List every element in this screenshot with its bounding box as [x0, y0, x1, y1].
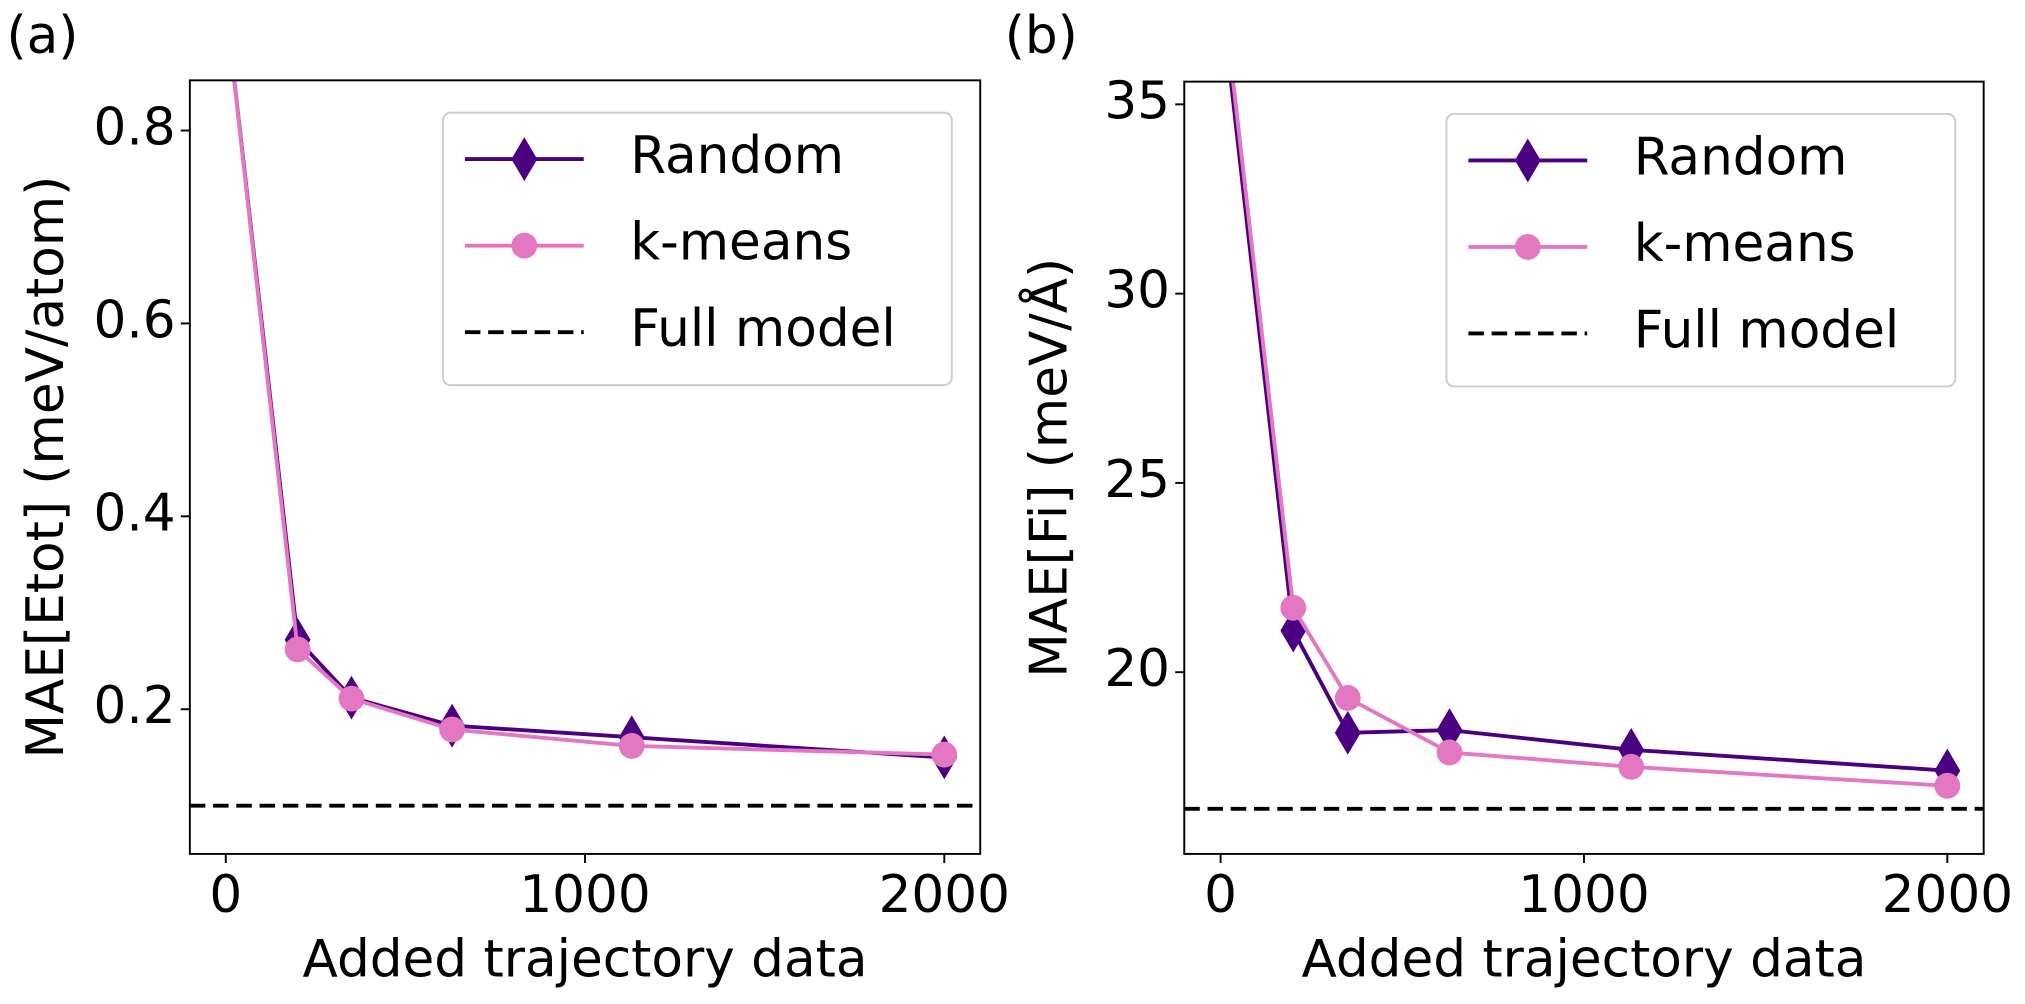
series-line — [1231, 81, 1948, 788]
plot-area — [189, 0, 981, 808]
legend-label: Random — [630, 126, 844, 186]
x-tick-label: 1000 — [519, 865, 650, 925]
y-tick-label: 0.4 — [93, 483, 175, 543]
y-tick-label: 20 — [1104, 639, 1170, 699]
x-axis-label: Added trajectory data — [303, 929, 868, 989]
legend-label: Random — [1634, 127, 1848, 187]
series-line — [1228, 81, 1948, 773]
plot-area — [1184, 0, 1984, 811]
y-tick-label: 0.8 — [93, 97, 175, 157]
y-tick-label: 30 — [1104, 261, 1170, 321]
x-tick-label: 1000 — [1518, 865, 1649, 925]
marker — [213, 0, 239, 27]
axes-frame — [188, 79, 982, 855]
x-axis-label: Added trajectory data — [1301, 929, 1866, 989]
marker — [1436, 708, 1463, 753]
x-tick-label: 2000 — [879, 865, 1010, 925]
marker — [1934, 772, 1961, 799]
x-tick-label: 0 — [1204, 865, 1237, 925]
legend-label: Full model — [630, 299, 896, 359]
marker — [213, 0, 239, 18]
legend-box — [1445, 112, 1957, 388]
x-tick-label: 2000 — [1882, 865, 2013, 925]
y-tick-label: 25 — [1104, 450, 1170, 510]
marker — [338, 685, 365, 712]
marker — [1208, 0, 1234, 13]
marker — [618, 732, 645, 759]
legend-label: k-means — [1634, 214, 1856, 274]
marker — [931, 741, 958, 768]
marker — [439, 716, 466, 743]
y-axis-label: MAE[Etot] (meV/atom) — [16, 176, 76, 759]
panel-label: (b) — [1005, 6, 1078, 66]
panel-label: (a) — [6, 6, 78, 66]
legend-label: k-means — [630, 213, 852, 273]
y-tick-label: 0.6 — [93, 290, 175, 350]
x-tick-label: 0 — [209, 865, 242, 925]
legend-marker — [511, 232, 538, 259]
marker — [1334, 710, 1361, 755]
series-line — [232, 80, 945, 757]
marker — [1334, 685, 1361, 711]
marker — [1280, 594, 1307, 621]
y-tick-label: 0.2 — [93, 676, 175, 736]
marker — [1618, 753, 1645, 780]
y-tick-label: 35 — [1104, 71, 1170, 131]
legend-marker — [1514, 234, 1541, 260]
legend-box — [442, 111, 953, 387]
marker — [284, 636, 311, 663]
legend-label: Full model — [1634, 300, 1900, 360]
marker — [1436, 739, 1463, 766]
y-axis-label: MAE[Fi] (meV/Å) — [1018, 258, 1080, 678]
axes-frame — [1183, 80, 1985, 855]
